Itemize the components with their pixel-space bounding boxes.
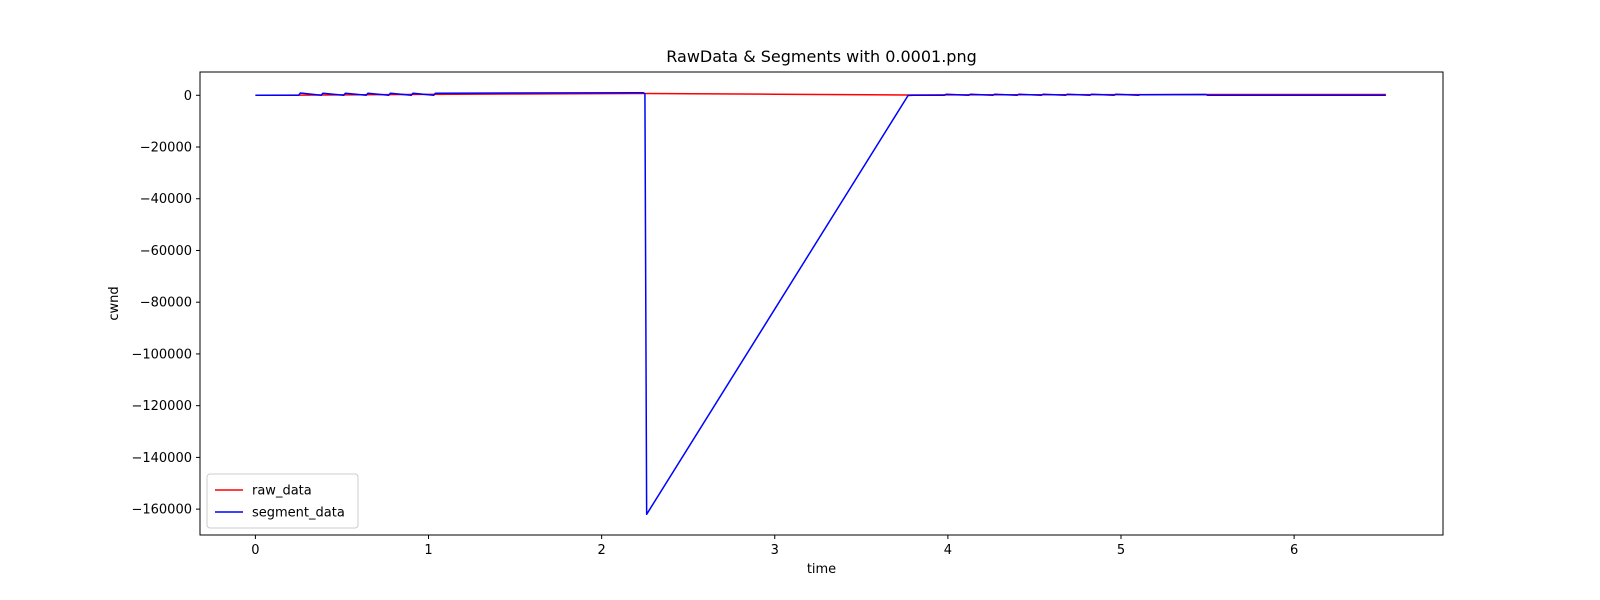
y-tick-label: −80000 bbox=[140, 296, 192, 311]
plot-frame bbox=[199, 71, 1444, 536]
legend: raw_data segment_data bbox=[206, 473, 359, 529]
y-tick-label: 0 bbox=[184, 89, 192, 104]
x-tick-label: 0 bbox=[251, 543, 259, 558]
x-axis: 0 1 2 3 4 5 6 bbox=[251, 535, 1298, 558]
x-tick-label: 2 bbox=[597, 543, 605, 558]
y-tick-label: −60000 bbox=[140, 244, 192, 259]
y-tick-label: −100000 bbox=[131, 347, 192, 362]
y-axis-label: cwnd bbox=[107, 286, 122, 320]
x-tick-label: 5 bbox=[1117, 543, 1125, 558]
y-tick-label: −160000 bbox=[131, 503, 192, 518]
chart-title: RawData & Segments with 0.0001.png bbox=[666, 47, 976, 66]
x-tick-label: 3 bbox=[771, 543, 779, 558]
y-tick-label: −20000 bbox=[140, 141, 192, 156]
x-tick-label: 1 bbox=[424, 543, 432, 558]
legend-label: raw_data bbox=[252, 484, 312, 499]
y-tick-label: −140000 bbox=[131, 451, 192, 466]
legend-box bbox=[206, 473, 359, 529]
series-line-segment_data bbox=[255, 91, 1386, 516]
x-tick-label: 6 bbox=[1290, 543, 1298, 558]
y-tick-label: −120000 bbox=[131, 399, 192, 414]
y-axis: 0 −20000 −40000 −60000 −80000 −100000 −120000 −… bbox=[131, 89, 200, 518]
plot-area bbox=[255, 91, 1386, 516]
legend-label: segment_data bbox=[252, 506, 345, 521]
y-tick-label: −40000 bbox=[140, 192, 192, 207]
x-axis-label: time bbox=[807, 562, 836, 577]
x-tick-label: 4 bbox=[944, 543, 952, 558]
